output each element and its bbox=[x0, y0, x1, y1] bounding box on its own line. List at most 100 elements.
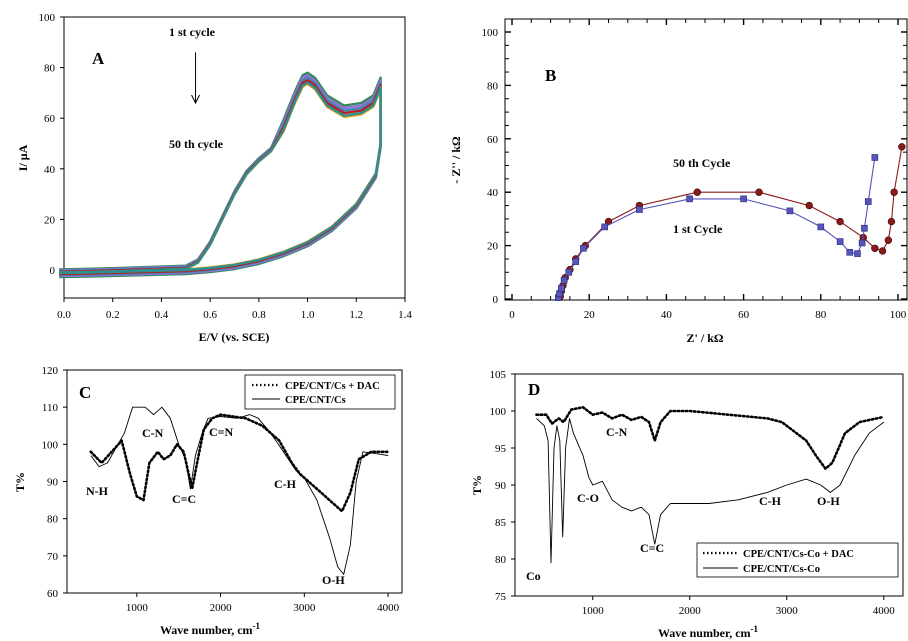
panel-b-point-circle bbox=[884, 236, 893, 244]
panel-c-ytick-label: 100 bbox=[42, 439, 59, 451]
panel-b-xlabel: Z' / kΩ bbox=[687, 331, 724, 345]
panel-d-ticks: 1000 2000 3000 4000 75 80 85 90 95 100 105 bbox=[490, 369, 896, 617]
panel-d-ylabel: T% bbox=[470, 475, 484, 495]
panel-b-point-circle bbox=[755, 188, 763, 196]
panel-c-xtick-label: 4000 bbox=[377, 602, 400, 614]
panel-b-point-circle bbox=[871, 244, 879, 252]
panel-a-xtick-label: 1.0 bbox=[301, 309, 315, 321]
panel-d-ytick-label: 95 bbox=[495, 443, 507, 455]
panel-c-legend-label-1: CPE/CNT/Cs + DAC bbox=[285, 381, 380, 392]
panel-b-point-circle bbox=[898, 143, 906, 151]
panel-b-ticks: 0 20 40 60 80 100 0 20 40 60 80 100 bbox=[482, 19, 907, 321]
panel-b-point-square bbox=[871, 154, 879, 161]
panel-b-point-square bbox=[817, 223, 825, 231]
panel-b-curves bbox=[555, 143, 906, 301]
panel-b-ylabel: - Z'' / kΩ bbox=[449, 136, 463, 184]
panel-a-xtick-label: 0.2 bbox=[106, 309, 120, 321]
panel-c-ytick-label: 60 bbox=[47, 588, 59, 600]
panel-a-xtick-label: 1.4 bbox=[398, 309, 412, 321]
panel-d-xtick-label: 1000 bbox=[582, 605, 605, 617]
panel-d: 1000 2000 3000 4000 75 80 85 90 95 100 105 D C-N C… bbox=[470, 369, 904, 640]
panel-c-legend-label-2: CPE/CNT/Cs bbox=[285, 395, 346, 406]
panel-b-ytick-label: 100 bbox=[482, 27, 499, 39]
panel-a-arrow bbox=[191, 52, 200, 105]
panel-a-xtick-label: 0.8 bbox=[252, 309, 266, 321]
panel-b-point-square bbox=[686, 195, 693, 203]
panel-b-ytick-label: 20 bbox=[487, 241, 499, 253]
panel-d-letter: D bbox=[528, 380, 540, 399]
panel-a-ytick-label: 80 bbox=[44, 63, 56, 75]
panel-b-point-circle bbox=[878, 247, 887, 255]
panel-a-curves bbox=[59, 71, 382, 279]
panel-d-xtick-label: 3000 bbox=[776, 605, 799, 617]
panel-b-point-square bbox=[560, 277, 568, 284]
panel-d-annot-cc: C=C bbox=[640, 541, 664, 555]
panel-d-legend bbox=[696, 542, 899, 578]
panel-c-legend bbox=[244, 374, 396, 410]
panel-b-point-square bbox=[864, 198, 872, 205]
panel-a-ylabel: I/ μA bbox=[16, 144, 30, 171]
panel-b-letter: B bbox=[545, 66, 556, 85]
panel-b-xtick-label: 80 bbox=[815, 309, 827, 321]
panel-a-ticks: 0.0 0.2 0.4 0.6 0.8 1.0 1.2 1.4 0 20 40 60 80 100 bbox=[39, 12, 413, 321]
panel-c-annot-ch: C-H bbox=[274, 477, 297, 491]
panel-d-curves bbox=[535, 406, 886, 564]
panel-b-point-square bbox=[565, 268, 573, 276]
panel-d-ytick-label: 90 bbox=[495, 480, 507, 492]
panel-b-ytick-label: 0 bbox=[493, 294, 499, 306]
panel-b-xtick-label: 100 bbox=[890, 309, 907, 321]
panel-c-xtick-label: 3000 bbox=[293, 602, 316, 614]
panel-c-letter: C bbox=[79, 383, 91, 402]
panel-d-xtick-label: 4000 bbox=[873, 605, 896, 617]
panel-c-xtick-label: 2000 bbox=[210, 602, 233, 614]
panel-c-solid-spectrum bbox=[90, 406, 389, 575]
panel-a-ytick-label: 40 bbox=[44, 164, 56, 176]
panel-b-point-square bbox=[636, 206, 643, 213]
panel-c-annot-nh: N-H bbox=[86, 484, 109, 498]
panel-b-point-square bbox=[858, 239, 866, 247]
panel-d-annot-oh: O-H bbox=[817, 494, 840, 508]
panel-b-xtick-label: 40 bbox=[661, 309, 673, 321]
panel-c-curves bbox=[89, 406, 390, 575]
panel-d-ytick-label: 100 bbox=[490, 406, 507, 418]
panel-b-point-square bbox=[786, 207, 794, 215]
panel-a-cv-curve bbox=[59, 82, 382, 275]
panel-a-ytick-label: 0 bbox=[50, 265, 56, 277]
panel-b-xtick-label: 20 bbox=[584, 309, 596, 321]
panel-c-ytick-label: 80 bbox=[47, 514, 59, 526]
panel-c-ytick-label: 70 bbox=[47, 551, 59, 563]
panel-a-xtick-label: 1.2 bbox=[349, 309, 363, 321]
panel-b-ytick-label: 60 bbox=[487, 134, 499, 146]
panel-a-ytick-label: 100 bbox=[39, 12, 56, 24]
panel-c-xlabel: Wave number, cm-1 bbox=[160, 621, 261, 637]
panel-a-annotation-1: 1 st cycle bbox=[169, 25, 216, 39]
panel-b-point-square bbox=[601, 223, 608, 231]
panel-d-annot-ch: C-H bbox=[759, 494, 782, 508]
panel-a-annotation-2: 50 th cycle bbox=[169, 137, 224, 151]
panel-d-ytick-label: 80 bbox=[495, 554, 507, 566]
panel-b-point-square bbox=[558, 285, 565, 292]
panel-c-ytick-label: 120 bbox=[42, 365, 59, 377]
panel-b-point-square bbox=[861, 224, 868, 232]
panel-a-letter: A bbox=[92, 49, 105, 68]
panel-a-xtick-label: 0.6 bbox=[203, 309, 217, 321]
panel-b: 0 20 40 60 80 100 0 20 40 60 80 100 B 50 th Cycle 1… bbox=[449, 18, 908, 345]
panel-b-point-square bbox=[572, 258, 579, 265]
panel-a-ytick-label: 60 bbox=[44, 113, 56, 125]
panel-b-point-square bbox=[846, 248, 854, 256]
panel-b-xtick-label: 60 bbox=[738, 309, 750, 321]
panel-b-point-square bbox=[854, 250, 861, 257]
panel-b-point-square bbox=[580, 244, 587, 252]
panel-c-annot-cc: C=C bbox=[172, 492, 196, 506]
panel-c-dotted-spectrum bbox=[89, 413, 390, 513]
panel-d-annot-co: C-O bbox=[577, 491, 599, 505]
panel-a-xtick-label: 0.0 bbox=[57, 309, 71, 321]
panel-b-point-circle bbox=[836, 217, 844, 226]
panel-b-point-square bbox=[740, 195, 747, 203]
panel-c-ytick-label: 110 bbox=[42, 402, 59, 414]
panel-c-annot-cn: C-N bbox=[142, 426, 164, 440]
panel-c-annot-cneq: C=N bbox=[209, 425, 234, 439]
panel-c-annot-oh: O-H bbox=[322, 573, 345, 587]
